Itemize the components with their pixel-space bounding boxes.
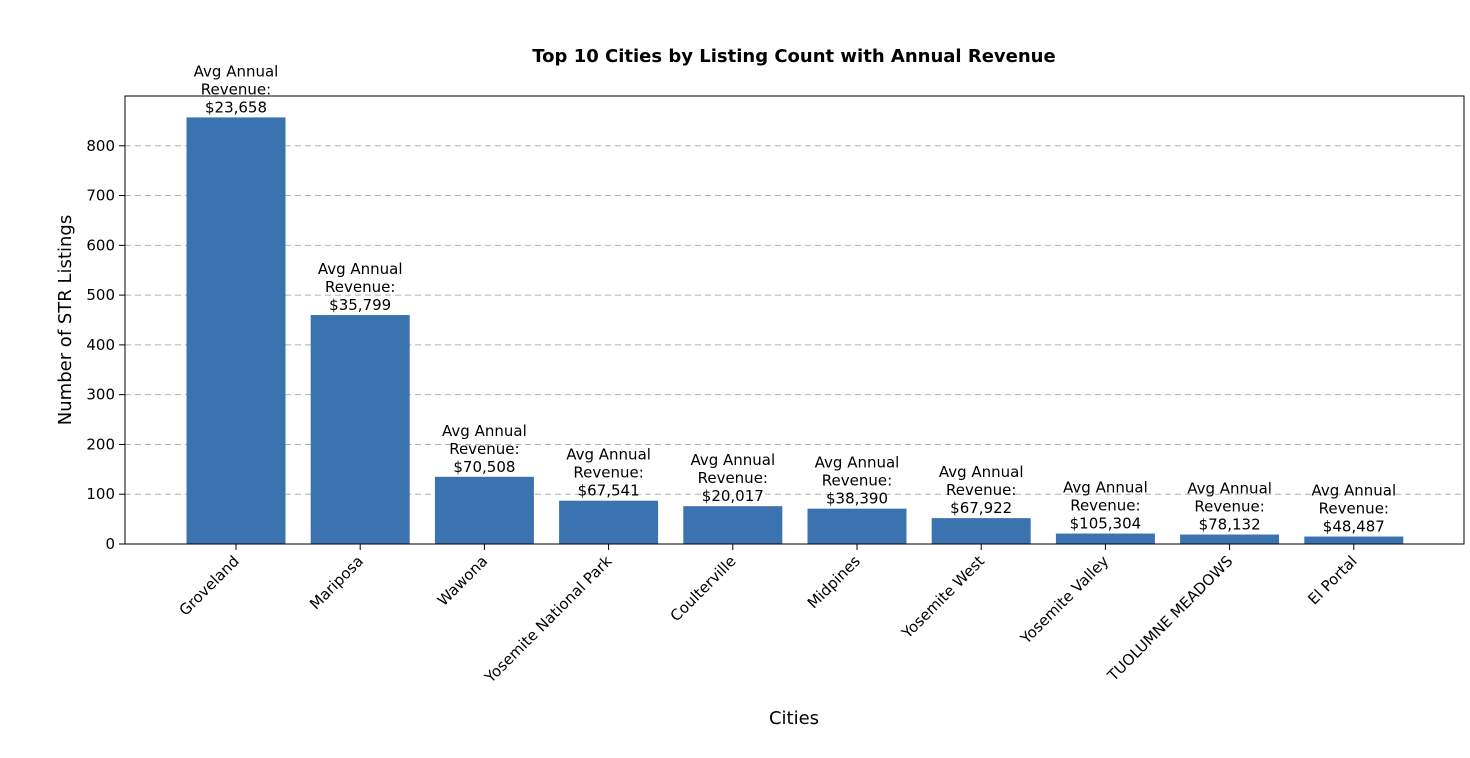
bar-data-label: Avg Annual [1187, 480, 1272, 498]
bar [1180, 534, 1280, 544]
bar-data-label: $35,799 [329, 296, 391, 314]
bar [683, 506, 783, 544]
x-tick-label: Wawona [434, 552, 491, 609]
y-axis-label: Number of STR Listings [55, 215, 76, 425]
bar-data-label: Revenue: [1319, 500, 1389, 518]
y-tick-label: 700 [86, 187, 115, 205]
y-tick-label: 100 [86, 485, 115, 503]
x-tick-label: Groveland [176, 552, 243, 619]
bar-data-label: Avg Annual [815, 454, 900, 472]
bar-data-label: Revenue: [325, 278, 395, 296]
bar-data-label: $48,487 [1323, 518, 1385, 536]
bar [1055, 533, 1155, 544]
bar [186, 117, 286, 544]
x-tick-label: Yosemite Valley [1016, 552, 1112, 648]
x-tick-label: El Portal [1304, 552, 1360, 608]
bar-data-label: Avg Annual [690, 451, 775, 469]
bar-data-label: $67,922 [950, 499, 1012, 517]
x-tick-label: Midpines [804, 552, 864, 612]
y-tick-label: 800 [86, 137, 115, 155]
bar-data-label: Revenue: [698, 469, 768, 487]
y-tick-label: 0 [105, 535, 115, 553]
chart-title: Top 10 Cities by Listing Count with Annu… [532, 46, 1055, 67]
bar-data-label: Avg Annual [1311, 482, 1396, 500]
bar-data-label: Avg Annual [442, 422, 527, 440]
bar-data-label: Revenue: [946, 481, 1016, 499]
bar-data-label: Avg Annual [1063, 479, 1148, 497]
bar [807, 508, 907, 544]
bar [310, 315, 410, 544]
bar-data-label: Revenue: [822, 472, 892, 490]
bar-data-label: Avg Annual [194, 62, 279, 80]
bars [186, 117, 1404, 544]
bar [559, 500, 659, 544]
x-tick-label: Coulterville [667, 552, 740, 625]
bar-data-label: Avg Annual [318, 260, 403, 278]
bar-data-label: $38,390 [826, 490, 888, 508]
y-tick-label: 500 [86, 286, 115, 304]
bar [1304, 536, 1404, 544]
bar-data-label: $67,541 [578, 482, 640, 500]
bar-data-label: Revenue: [573, 464, 643, 482]
plot-frame [124, 95, 1465, 545]
y-axis-ticks: 0 100 200 300 400 500 600 700 800 [86, 137, 125, 553]
bar-data-label: $70,508 [453, 458, 515, 476]
y-tick-label: 300 [86, 386, 115, 404]
bar-data-label: Avg Annual [566, 446, 651, 464]
bar-data-label: $78,132 [1199, 516, 1261, 534]
bar-data-label: Revenue: [449, 440, 519, 458]
x-axis-label: Cities [769, 708, 819, 729]
bar-data-label: $105,304 [1070, 515, 1142, 533]
bar-data-label: $20,017 [702, 487, 764, 505]
x-tick-label: Mariposa [306, 552, 367, 613]
bar-data-label: Revenue: [1070, 497, 1140, 515]
bar [931, 518, 1031, 544]
y-tick-label: 600 [86, 236, 115, 254]
bar-data-label: Revenue: [1194, 498, 1264, 516]
bar-data-label: Avg Annual [939, 463, 1024, 481]
x-tick-label: Yosemite West [898, 552, 989, 643]
x-tick-label: TUOLUMNE MEADOWS [1103, 552, 1236, 685]
y-tick-label: 400 [86, 336, 115, 354]
bar [434, 476, 534, 544]
x-tick-label: Yosemite National Park [481, 552, 616, 687]
bar-data-label: $23,658 [205, 98, 267, 116]
bar-data-label: Revenue: [201, 80, 271, 98]
y-tick-label: 200 [86, 435, 115, 453]
